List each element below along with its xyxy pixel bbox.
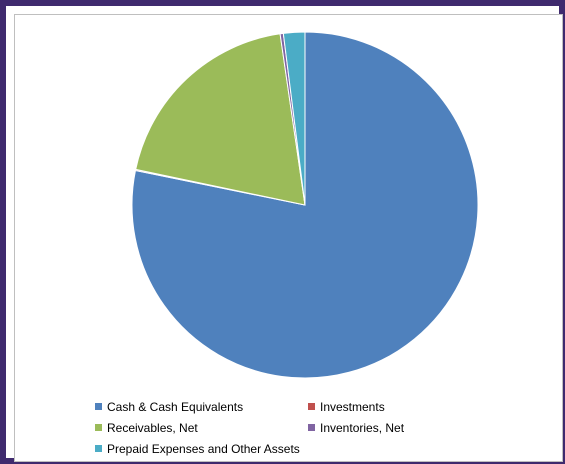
- legend-item-investments: Investments: [308, 399, 385, 415]
- legend-swatch-investments: [308, 403, 315, 411]
- legend-item-inventories: Inventories, Net: [308, 420, 404, 436]
- legend-swatch-prepaid: [95, 445, 102, 453]
- legend-item-cash: Cash & Cash Equivalents: [95, 399, 243, 415]
- pie-chart: [131, 31, 479, 379]
- pie-slice-receivables: [135, 33, 306, 206]
- legend-item-prepaid: Prepaid Expenses and Other Assets: [95, 441, 300, 457]
- chart-area: Cash & Cash Equivalents Investments Rece…: [14, 14, 563, 462]
- pie-slice-prepaid: [282, 31, 306, 206]
- legend-label-cash: Cash & Cash Equivalents: [107, 400, 244, 414]
- legend-label-inventories: Inventories, Net: [320, 421, 405, 435]
- legend-label-investments: Investments: [320, 400, 385, 414]
- legend-label-receivables: Receivables, Net: [107, 421, 198, 435]
- legend-label-prepaid: Prepaid Expenses and Other Assets: [107, 442, 300, 456]
- legend-swatch-inventories: [308, 424, 315, 432]
- legend-swatch-receivables: [95, 424, 102, 432]
- legend-item-receivables: Receivables, Net: [95, 420, 198, 436]
- legend-swatch-cash: [95, 403, 102, 411]
